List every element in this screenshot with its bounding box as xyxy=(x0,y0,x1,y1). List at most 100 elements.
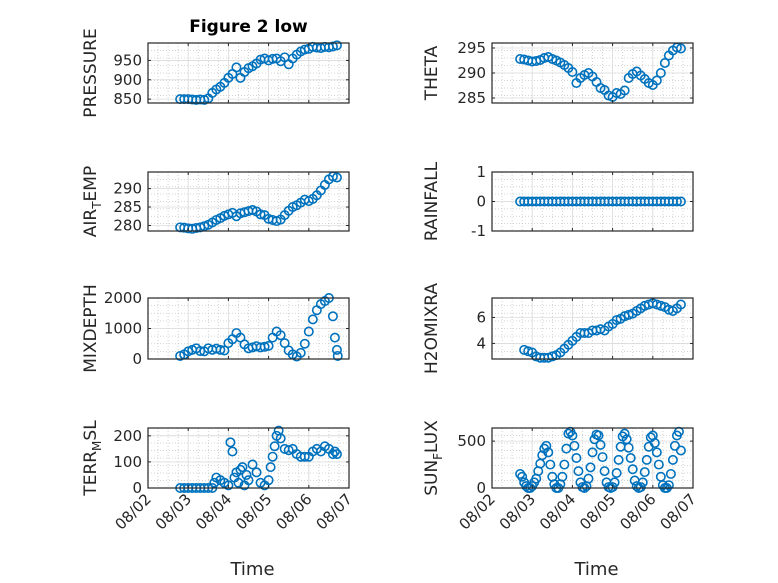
data-point xyxy=(651,75,662,86)
data-point xyxy=(675,445,686,456)
x-tick-label: 08/05 xyxy=(576,490,619,533)
x-tick-label: 08/05 xyxy=(232,490,275,533)
y-tick-label: 100 xyxy=(113,453,142,471)
data-point xyxy=(557,471,568,482)
series-rainfall xyxy=(515,196,686,207)
y-tick-label: 500 xyxy=(457,432,486,450)
data-point xyxy=(585,462,596,473)
y-tick-label: 0 xyxy=(132,479,142,497)
data-point xyxy=(255,209,266,220)
ticks xyxy=(147,43,350,103)
axes-box xyxy=(147,42,350,104)
axes-box xyxy=(147,171,350,232)
ticks xyxy=(491,298,694,359)
y-tick-label: 850 xyxy=(113,90,142,108)
series-h2omixra xyxy=(519,298,686,363)
data-point xyxy=(583,473,594,484)
subplot-terr_msl: 0100200TERRMSL08/0208/0308/0408/0508/060… xyxy=(81,420,356,580)
data-point xyxy=(329,446,340,457)
x-tick-label: 08/04 xyxy=(192,490,235,533)
data-point xyxy=(595,439,606,450)
x-tick-label: 08/04 xyxy=(536,490,579,533)
data-point xyxy=(241,469,252,480)
y-axis-label: SUNFLUX xyxy=(422,420,445,496)
data-point xyxy=(267,451,278,462)
data-point xyxy=(259,341,270,352)
y-tick-label: 950 xyxy=(113,51,142,69)
y-tick-label: 4 xyxy=(476,334,486,352)
data-point xyxy=(641,454,652,465)
series-mixdepth xyxy=(175,292,343,362)
data-point xyxy=(619,85,630,96)
data-point xyxy=(275,330,286,341)
data-point xyxy=(573,466,584,477)
x-tick-label: 08/07 xyxy=(313,490,356,533)
subplot-h2omixra: 4 6 H2OMIXRA xyxy=(422,283,694,374)
data-point xyxy=(247,459,258,470)
data-point xyxy=(675,43,686,54)
data-point xyxy=(559,459,570,470)
data-point xyxy=(619,428,630,439)
y-tick-label: 295 xyxy=(457,39,486,57)
data-point xyxy=(307,314,318,325)
data-point xyxy=(295,347,306,358)
data-point xyxy=(517,471,528,482)
data-point xyxy=(515,468,526,479)
x-axis-label: Time xyxy=(229,559,274,580)
y-axis-label: AIRTEMP xyxy=(81,166,104,237)
data-point xyxy=(327,311,338,322)
data-point xyxy=(237,462,248,473)
data-point xyxy=(587,447,598,458)
data-point xyxy=(675,196,686,207)
data-point xyxy=(225,437,236,448)
data-point xyxy=(209,477,220,488)
x-tick-label: 08/06 xyxy=(272,490,315,533)
data-point xyxy=(623,442,634,453)
data-point xyxy=(269,441,280,452)
data-point xyxy=(299,338,310,349)
data-point xyxy=(567,430,578,441)
data-point xyxy=(609,477,620,488)
data-point xyxy=(571,452,582,463)
y-tick-label: 2000 xyxy=(104,289,142,307)
ticks xyxy=(147,428,350,489)
y-axis-label: THETA xyxy=(422,45,442,101)
y-axis-label: RAINFALL xyxy=(422,161,442,241)
x-tick-label: 08/03 xyxy=(152,490,195,533)
data-point xyxy=(231,62,242,73)
data-point xyxy=(597,452,608,463)
y-tick-label: 290 xyxy=(113,180,142,198)
y-tick-label: -1 xyxy=(471,222,486,240)
data-point xyxy=(637,477,648,488)
data-point xyxy=(659,57,670,68)
ticks xyxy=(491,43,694,103)
y-axis-label: MIXDEPTH xyxy=(81,284,101,373)
ticks xyxy=(491,428,694,489)
data-point xyxy=(543,447,554,458)
data-point xyxy=(545,459,556,470)
y-axis-label: TERRMSL xyxy=(81,420,104,497)
x-axis-label: Time xyxy=(573,559,618,580)
data-point xyxy=(215,344,226,355)
data-point xyxy=(537,450,548,461)
y-tick-label: 285 xyxy=(113,198,142,216)
axes-box xyxy=(491,297,694,360)
series-pressure xyxy=(175,40,342,105)
data-point xyxy=(665,468,676,479)
y-tick-label: 1 xyxy=(476,163,486,181)
data-point xyxy=(663,480,674,491)
y-tick-label: 0 xyxy=(476,479,486,497)
data-point xyxy=(671,196,682,207)
data-point xyxy=(607,482,618,493)
y-tick-label: 285 xyxy=(457,89,486,107)
data-point xyxy=(223,480,234,491)
data-point xyxy=(251,467,262,478)
data-point xyxy=(331,172,342,183)
subplot-theta: 285 290 295 THETA xyxy=(422,39,694,107)
data-point xyxy=(667,454,678,465)
data-point xyxy=(235,464,246,475)
subplot-sun_flux: 0500SUNFLUX08/0208/0308/0408/0508/0608/0… xyxy=(422,420,700,580)
y-tick-label: 1000 xyxy=(104,320,142,338)
